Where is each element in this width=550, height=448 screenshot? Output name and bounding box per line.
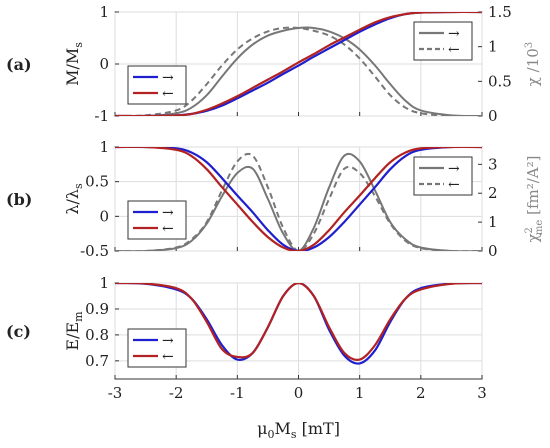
legend-bottom-left: →←: [127, 328, 187, 368]
y-tick-label: 1: [99, 274, 109, 292]
legend-box: [413, 156, 473, 196]
x-axis-label: μ0Ms [mT]: [257, 419, 340, 441]
x-tick-label: 1: [355, 384, 365, 402]
y-right-tick-label: 1: [488, 213, 498, 231]
legend-box: [413, 21, 473, 61]
x-tick-label: -3: [108, 384, 123, 402]
panel-label: (c): [6, 322, 31, 341]
legend-label: ←: [448, 42, 460, 58]
y-tick-label: 1: [99, 3, 109, 21]
y-right-tick-label: 0.5: [488, 72, 512, 90]
legend-label: →: [162, 205, 174, 221]
legend-label: ←: [448, 177, 460, 193]
y-tick-label: 0.8: [85, 326, 109, 344]
panel-label: (a): [6, 55, 32, 74]
series-line-left-forward: [115, 147, 482, 251]
y-right-tick-label: 3: [488, 155, 498, 173]
y-tick-label: -0.5: [80, 242, 109, 260]
y-right-tick-label: 2: [488, 184, 498, 202]
y-axis-label: E/Em: [63, 311, 85, 351]
panel-label: (b): [6, 190, 32, 209]
legend-top-right: →←: [413, 21, 473, 61]
series-line-left-backward: [115, 147, 482, 251]
y-right-axis-label: χ2me [fm²/A²]: [524, 155, 545, 242]
legend-label: ←: [162, 86, 174, 102]
legend-box: [127, 200, 187, 240]
y-tick-label: 0.9: [85, 300, 109, 318]
y-tick-label: 0: [99, 55, 109, 73]
y-right-tick-label: 1: [488, 38, 498, 56]
panel-c: 0.7 0.8 0.9 1 -3 -2 -1 0 1 2 3 (c) E/Em →← μ0Ms [mT]: [6, 274, 487, 441]
series-line-left-backward: [115, 12, 482, 116]
series-line-left-backward: [115, 283, 482, 361]
legend-label: →: [162, 333, 174, 349]
y-right-axis-label: χ /103: [524, 42, 542, 86]
series-line-right-dashed: [115, 26, 482, 116]
y-right-tick-label: 0: [488, 242, 498, 260]
x-tick-label: 3: [477, 384, 487, 402]
y-right-tick-label: 1.5: [488, 3, 512, 21]
legend-bottom-left: →←: [127, 65, 187, 105]
legend-box: [127, 65, 187, 105]
x-tick-label: -2: [169, 384, 184, 402]
y-tick-label: 0: [99, 207, 109, 225]
x-tick-label: 0: [294, 384, 304, 402]
x-tick-label: -1: [230, 384, 245, 402]
legend-box: [127, 328, 187, 368]
y-tick-label: 1: [99, 138, 109, 156]
series-line-right-dashed: [115, 152, 482, 251]
y-tick-label: -1: [94, 107, 109, 125]
x-tick-label: 2: [416, 384, 426, 402]
legend-label: →: [448, 26, 460, 42]
y-axis-label: λ/λs: [63, 183, 85, 215]
legend-label: →: [162, 70, 174, 86]
legend-bottom-left: →←: [127, 200, 187, 240]
legend-top-right: →←: [413, 156, 473, 196]
y-tick-label: 0.5: [85, 173, 109, 191]
legend-label: →: [448, 161, 460, 177]
legend-label: ←: [162, 221, 174, 237]
legend-label: ←: [162, 349, 174, 365]
y-tick-label: 0.7: [85, 352, 109, 370]
y-right-tick-label: 0: [488, 107, 498, 125]
y-axis-label: M/Ms: [63, 42, 85, 86]
